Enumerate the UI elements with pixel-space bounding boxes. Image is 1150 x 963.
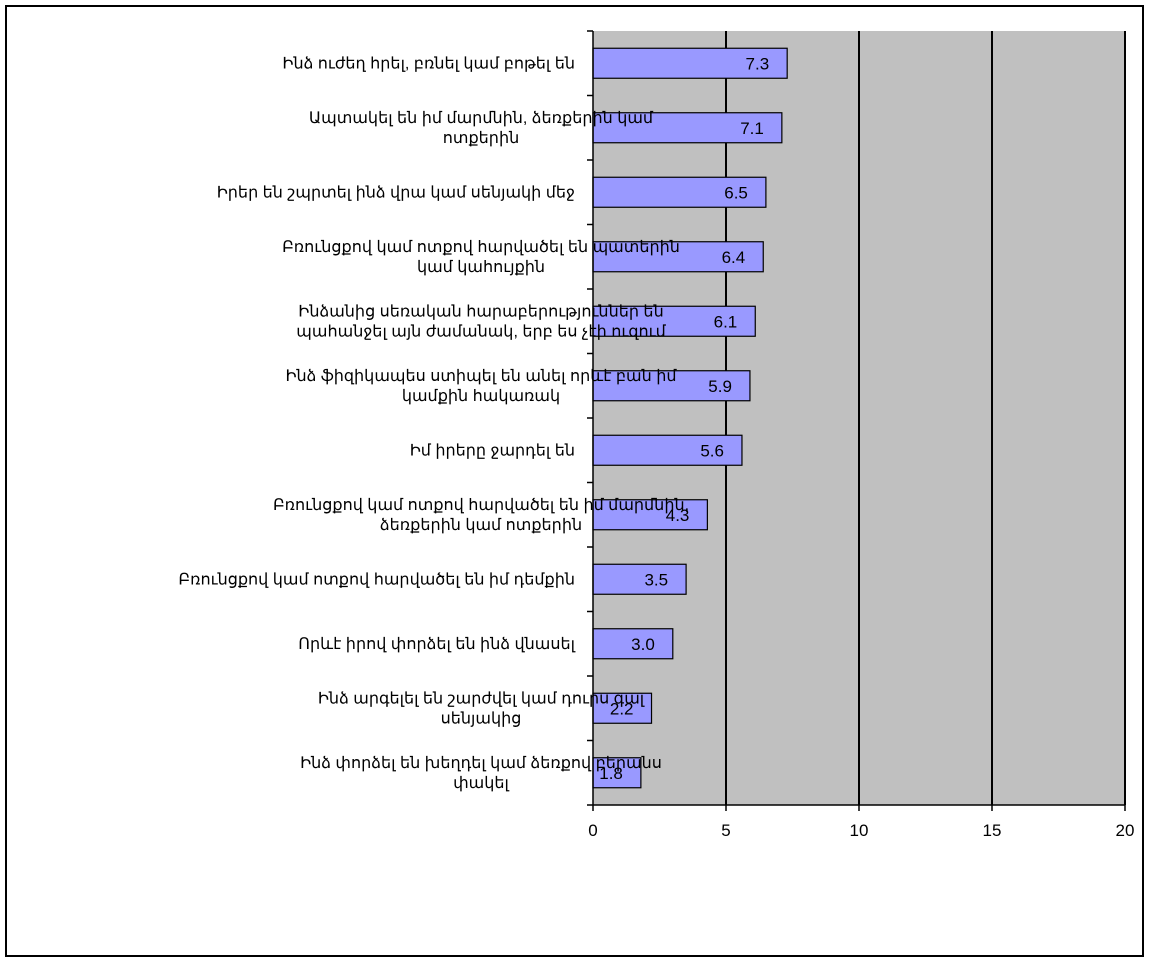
category-label: Որևէ իրով փորձել են ինձ վնասել xyxy=(298,636,575,653)
category-label: Ինձ արգելել են շարժվել կամ դուրս գալ սենյ… xyxy=(318,690,645,727)
category-label-line: կամքին հակառակ xyxy=(402,388,560,405)
category-label-line: Ինձ ֆիզիկապես ստիպել են անել որևէ բան իմ xyxy=(285,368,677,385)
bar-value-label: 6.5 xyxy=(724,183,748,202)
bar-value-label: 7.1 xyxy=(740,119,764,138)
bar-8 xyxy=(592,499,708,531)
category-label-line: պահանջել այն ժամանակ, երբ ես չէի ուզում xyxy=(296,323,666,340)
bar-12 xyxy=(592,757,642,789)
category-label: Ապտակել են իմ մարմնին, ձեռքերին կամ ոտքեր… xyxy=(309,110,654,147)
category-label-line: Ինձ արգելել են շարժվել կամ դուրս գալ xyxy=(318,690,645,707)
x-tick-label: 20 xyxy=(1116,821,1135,840)
bar-3 xyxy=(592,176,767,208)
category-label: Ինձ ուժեղ հրել, բռնել կամ բոթել են xyxy=(282,55,575,72)
category-label-line: Բռունցքով կամ ոտքով հարվածել են իմ մարմն… xyxy=(273,497,689,514)
bar-5 xyxy=(592,305,756,337)
bar-value-label: 7.3 xyxy=(746,54,770,73)
bar-value-label: 6.1 xyxy=(714,312,738,331)
chart-frame: 7.3 7.1 6.5 6.4 6.1 5.9 5.6 4.3 3.5 3.0 2.2 1.8 Ինձ … xyxy=(5,5,1144,957)
bar-2 xyxy=(592,112,783,144)
category-label-line: Իմ իրերը ջարդել են xyxy=(410,442,575,459)
bar-value-label: 6.4 xyxy=(722,248,746,267)
bar-9 xyxy=(592,563,687,595)
category-label-line: սենյակից xyxy=(441,710,522,727)
bar-chart: 7.37.16.56.46.15.95.64.33.53.02.21.8Ինձ … xyxy=(178,30,1135,840)
category-label-line: փակել xyxy=(453,775,509,792)
category-label-line: Որևէ իրով փորձել են ինձ վնասել xyxy=(298,636,575,653)
x-tick-label: 10 xyxy=(850,821,869,840)
bar-value-label: 3.5 xyxy=(644,570,668,589)
x-tick-label: 0 xyxy=(588,821,597,840)
category-label-line: Ինձանից սեռական հարաբերություններ են xyxy=(298,303,663,320)
bar-6 xyxy=(592,370,751,402)
category-label: Ինձ փորձել են խեղդել կամ ձեռքով բերանս փա… xyxy=(300,755,662,792)
bar-value-label: 5.9 xyxy=(708,377,732,396)
bar-11 xyxy=(592,692,653,724)
x-tick-label: 15 xyxy=(983,821,1002,840)
bar-value-label: 5.6 xyxy=(700,441,724,460)
category-label-line: Ապտակել են իմ մարմնին, ձեռքերին կամ xyxy=(309,110,654,127)
x-tick-label: 5 xyxy=(721,821,730,840)
category-label-line: Բռունցքով կամ ոտքով հարվածել են իմ դեմքի… xyxy=(178,571,575,588)
category-label-line: ձեռքերին կամ ոտքերին xyxy=(380,517,582,534)
category-label: Ինձ ֆիզիկապես ստիպել են անել որևէ բան իմ… xyxy=(285,368,677,405)
category-label-line: Իրեր են շպրտել ինձ վրա կամ սենյակի մեջ xyxy=(217,184,575,201)
bar-value-label: 4.3 xyxy=(666,506,690,525)
category-label: Բռունցքով կամ ոտքով հարվածել են իմ դեմքի… xyxy=(178,571,575,588)
bar-value-label: 2.2 xyxy=(610,699,634,718)
bar-7 xyxy=(592,434,743,466)
category-label: Իմ իրերը ջարդել են xyxy=(410,442,575,459)
category-label: Ինձանից սեռական հարաբերություններ են պահա… xyxy=(296,303,666,340)
category-label-line: կամ կահույքին xyxy=(417,259,545,276)
category-label-line: ոտքերին xyxy=(443,130,519,147)
bar-10 xyxy=(592,628,674,660)
category-label: Բռունցքով կամ ոտքով հարվածել են պատերին կ… xyxy=(282,239,680,276)
category-label: Իրեր են շպրտել ինձ վրա կամ սենյակի մեջ xyxy=(217,184,575,201)
category-label-line: Բռունցքով կամ ոտքով հարվածել են պատերին xyxy=(282,239,680,256)
category-label-line: Ինձ փորձել են խեղդել կամ ձեռքով բերանս xyxy=(300,755,662,772)
category-label-line: Ինձ ուժեղ հրել, բռնել կամ բոթել են xyxy=(282,55,575,72)
bar-value-label: 1.8 xyxy=(599,764,623,783)
category-label: Բռունցքով կամ ոտքով հարվածել են իմ մարմն… xyxy=(273,497,689,534)
bar-value-label: 3.0 xyxy=(631,635,655,654)
